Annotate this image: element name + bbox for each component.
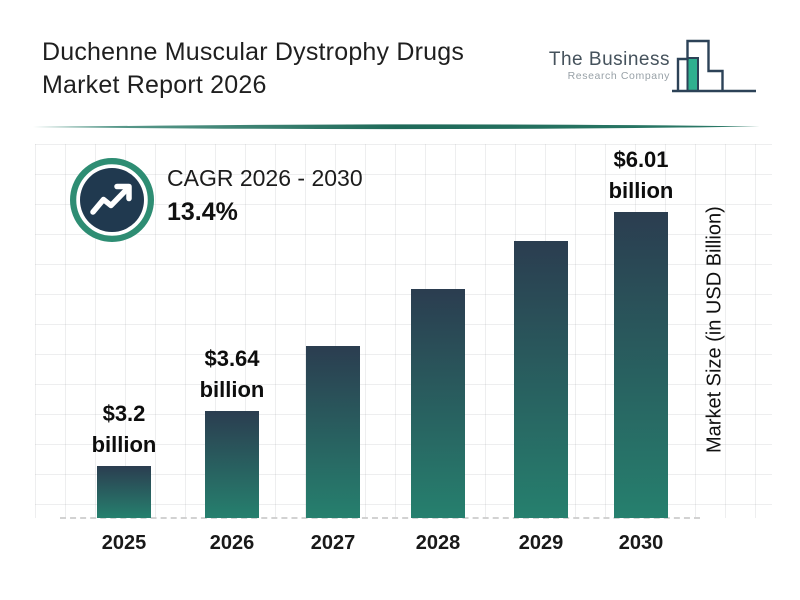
x-tick-2029: 2029	[518, 532, 564, 554]
logo-bars-icon	[672, 39, 756, 93]
x-tick-2025: 2025	[101, 532, 147, 554]
page-title-line1: Duchenne Muscular Dystrophy Drugs	[42, 38, 465, 66]
value-label-line: billion	[608, 178, 674, 203]
x-tick-2028: 2028	[415, 532, 461, 554]
company-logo-text: The Business Research Company	[548, 49, 670, 83]
value-label-2030: $6.01 billion	[561, 144, 721, 206]
value-label-line: billion	[91, 432, 157, 457]
page-title-line2: Market Report 2026	[42, 71, 267, 99]
cagr-value: 13.4%	[167, 198, 238, 226]
page-title: Duchenne Muscular Dystrophy Drugs Market…	[42, 36, 542, 102]
value-label-line: billion	[199, 377, 265, 402]
bar-2030	[614, 212, 668, 518]
x-tick-2030: 2030	[618, 532, 664, 554]
company-name: The Business	[548, 49, 670, 70]
value-label-line: $3.2	[102, 401, 146, 426]
bar-2025	[97, 466, 151, 518]
x-tick-2027: 2027	[310, 532, 356, 554]
value-label-line: $3.64	[204, 346, 260, 371]
x-tick-2026: 2026	[209, 532, 255, 554]
cagr-label: CAGR 2026 - 2030	[167, 165, 363, 191]
bar-2026	[205, 411, 259, 518]
bar-2027	[306, 346, 360, 518]
value-label-2025: $3.2 billion	[44, 398, 204, 460]
divider-lens	[33, 124, 760, 130]
company-logo: The Business Research Company	[548, 28, 768, 106]
chart-baseline	[60, 517, 700, 519]
cagr-block: CAGR 2026 - 2030 13.4%	[167, 164, 363, 227]
value-label-2026: $3.64 billion	[152, 343, 312, 405]
value-label-line: $6.01	[613, 147, 669, 172]
bar-2029	[514, 241, 568, 518]
y-axis-label: Market Size (in USD Billion)	[703, 206, 726, 454]
bar-2028	[411, 289, 465, 518]
company-subname: Research Company	[567, 70, 670, 82]
trend-up-icon	[70, 158, 154, 242]
